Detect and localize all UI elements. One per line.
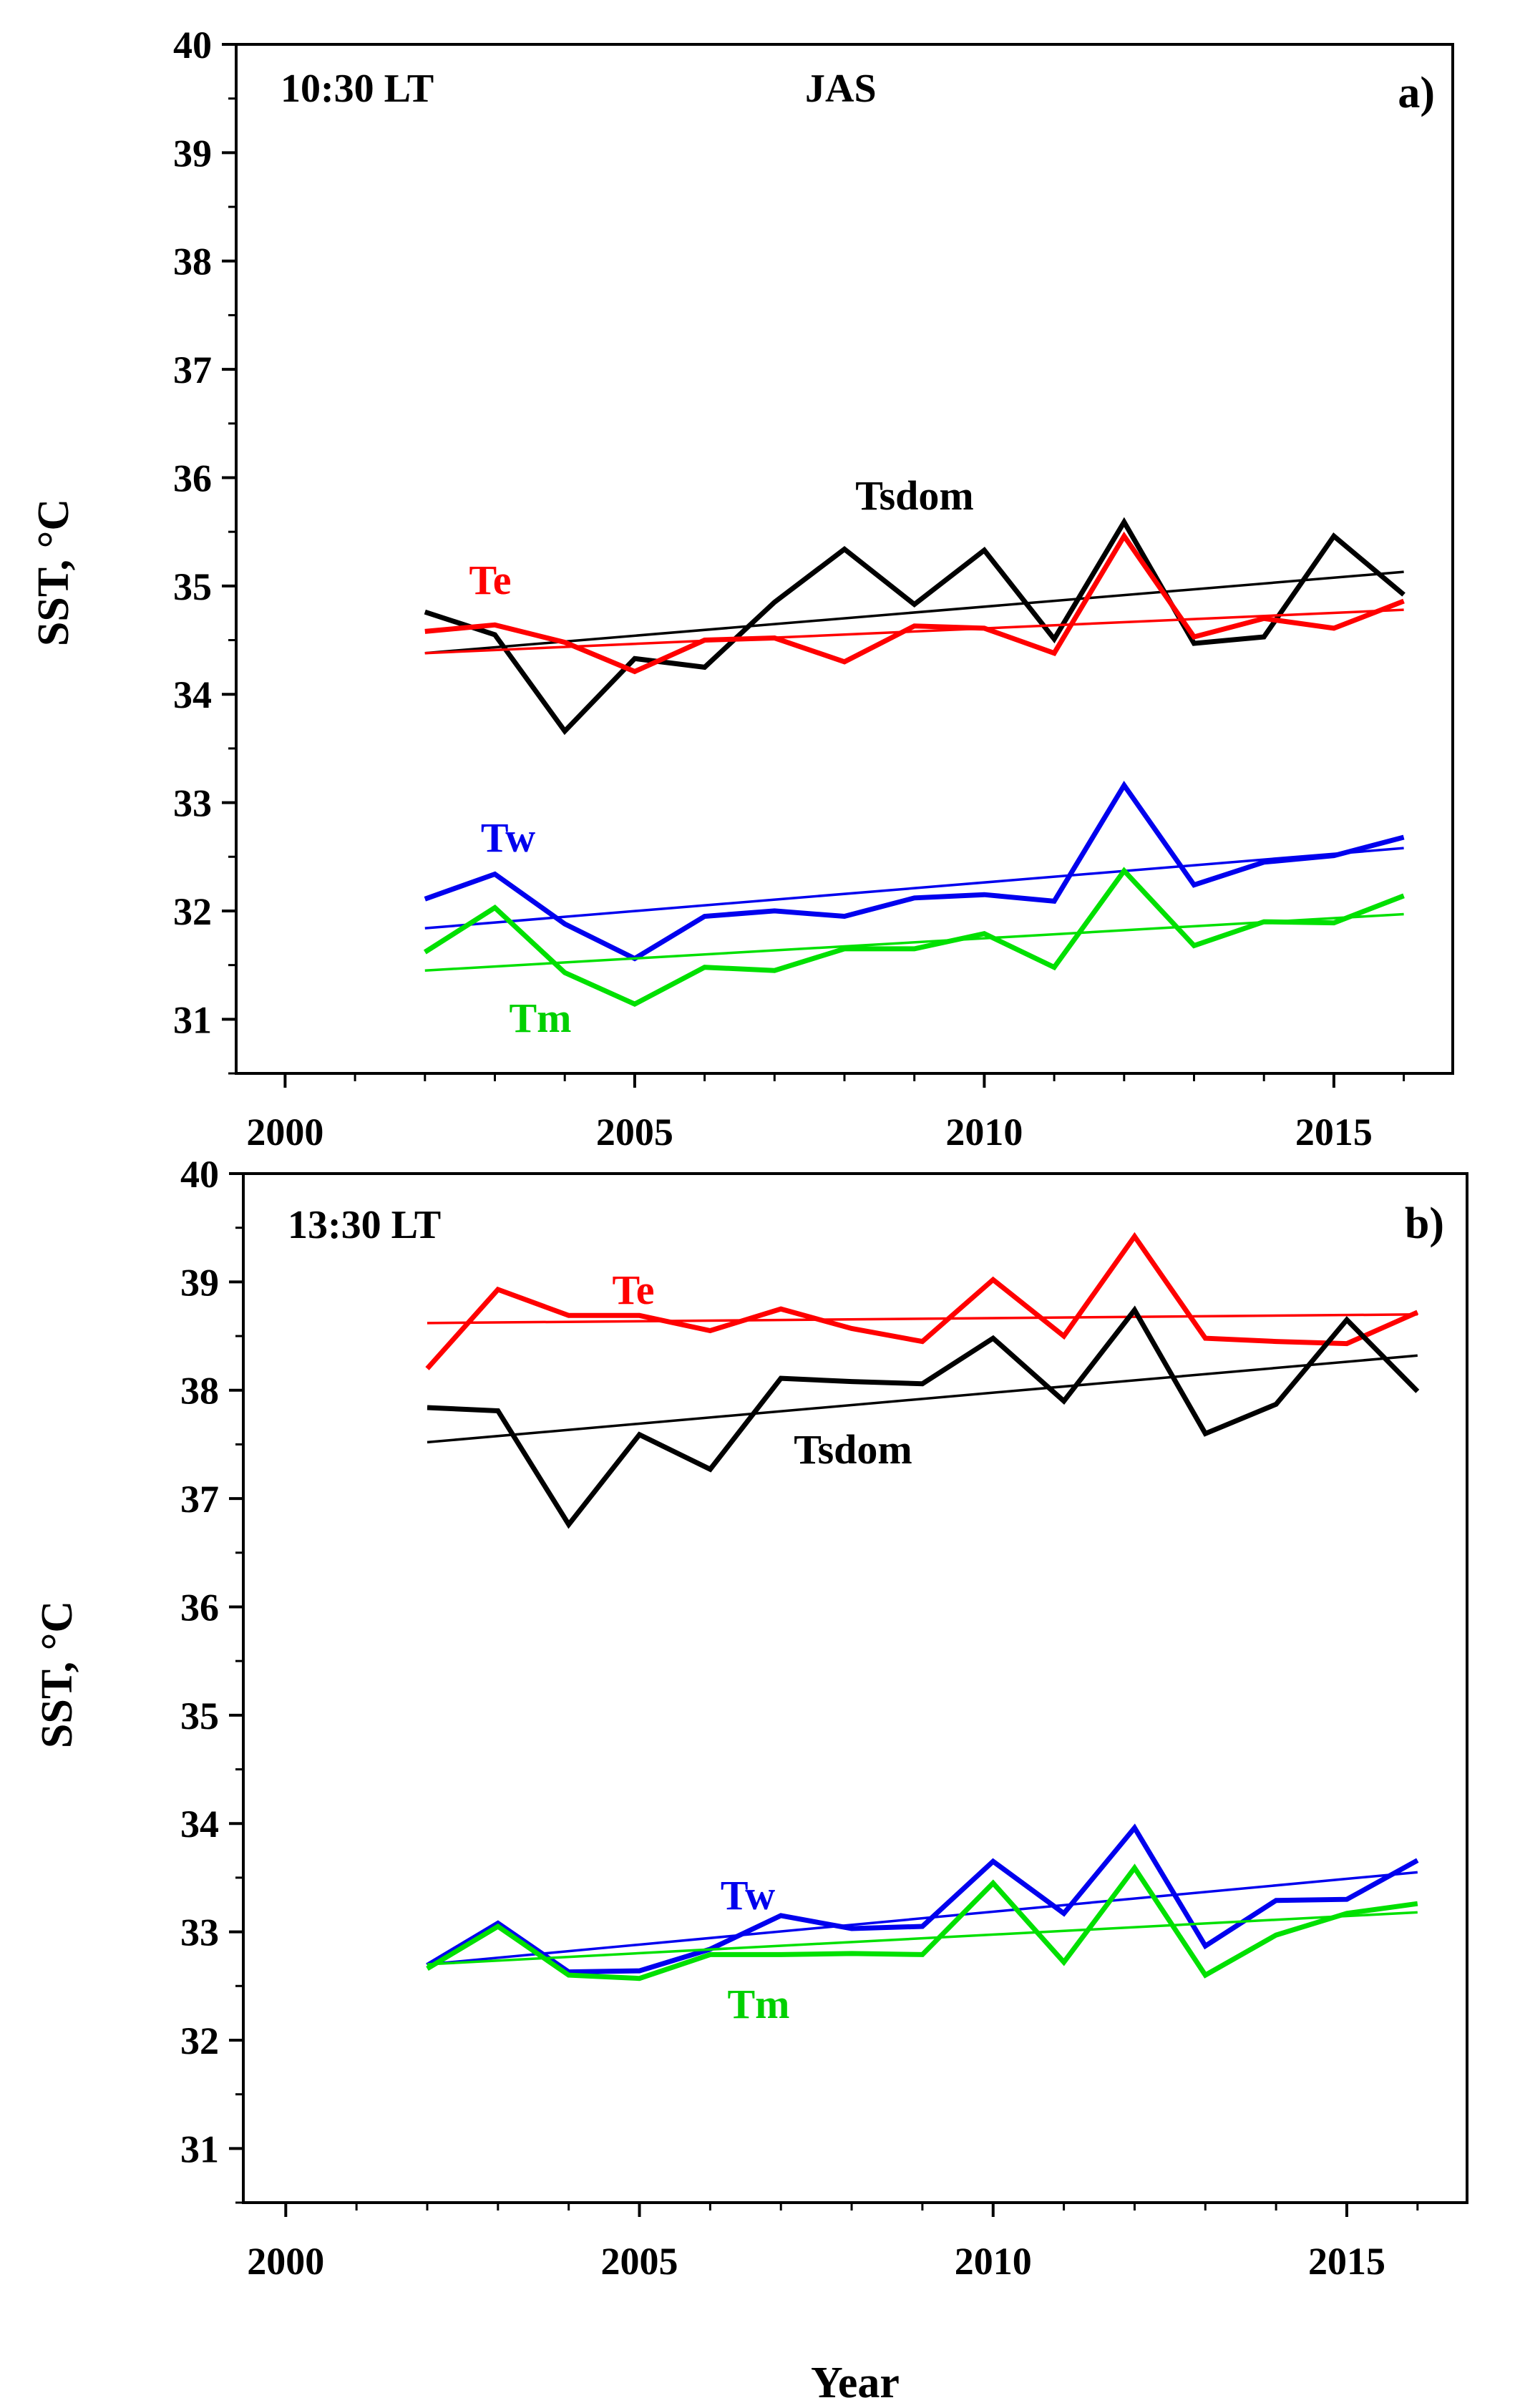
time-label: 13:30 LT: [288, 1203, 441, 1247]
y-tick-label: 32: [173, 890, 212, 933]
x-tick-label: 2000: [246, 1111, 323, 1154]
trend-line-tm: [424, 912, 1404, 972]
y-tick-label: 39: [173, 132, 212, 175]
y-tick-label: 37: [173, 348, 212, 391]
series-tsdom: Tsdom: [424, 472, 1406, 736]
series-line-tw: [424, 780, 1405, 962]
x-tick-label: 2015: [1308, 2240, 1385, 2283]
plot-frame: [235, 43, 1454, 1075]
panel-letter: a): [1398, 69, 1435, 117]
series-label-tsdom: Tsdom: [855, 472, 974, 519]
y-tick-label: 36: [180, 1586, 219, 1629]
series-line-te: [425, 1232, 1419, 1370]
trend-line-te: [424, 608, 1404, 655]
y-tick-label: 32: [180, 2019, 219, 2062]
y-tick-label: 31: [173, 998, 212, 1041]
series-label-tw: Tw: [721, 1872, 775, 1919]
y-tick-label: 38: [173, 240, 212, 283]
series-label-te: Te: [612, 1267, 654, 1313]
y-axis-title: SST, °C: [33, 1601, 82, 1748]
y-tick-label: 34: [173, 673, 212, 716]
y-tick-label: 34: [180, 1803, 219, 1846]
series-label-te: Te: [469, 557, 511, 603]
y-tick-label: 35: [180, 1695, 219, 1737]
series-line-tm: [426, 1863, 1418, 1982]
trend-line-te: [427, 1313, 1418, 1325]
time-label: 10:30 LT: [281, 67, 434, 111]
series-tw: Tw: [426, 1823, 1419, 1975]
trend-line-tw: [424, 847, 1404, 930]
panel-b: 31 32 33 34 35 36 37 38 39 40 2000 2005 2010 2015 SST,…: [33, 1153, 1468, 2407]
x-tick-label: 2010: [945, 1111, 1023, 1154]
trend-line-tm: [427, 1911, 1418, 1966]
panel-letter: b): [1405, 1199, 1444, 1248]
series-line-tm: [423, 867, 1405, 1007]
y-tick-label: 40: [180, 1153, 219, 1196]
series-tm: Tm: [426, 1863, 1418, 2027]
series-te: Te: [425, 1232, 1419, 1370]
plot-frame: [242, 1172, 1468, 2204]
trend-line-tw: [427, 1871, 1418, 1966]
trend-line-tsdom: [424, 570, 1404, 655]
series-label-tsdom: Tsdom: [794, 1426, 912, 1473]
series-te: Te: [424, 531, 1405, 675]
y-tick-label: 35: [173, 565, 212, 608]
series-tw: Tw: [424, 780, 1405, 962]
series-line-tsdom: [427, 1305, 1420, 1529]
x-tick-label: 2015: [1295, 1111, 1373, 1154]
x-tick-label: 2010: [955, 2240, 1032, 2283]
trend-line-tsdom: [427, 1354, 1418, 1444]
y-axis-title: SST, °C: [29, 499, 78, 646]
x-tick-label: 2005: [596, 1111, 673, 1154]
series-label-tm: Tm: [728, 1981, 790, 2027]
series-tm: Tm: [423, 867, 1405, 1041]
y-tick-label: 36: [173, 457, 212, 499]
season-label: JAS: [805, 67, 877, 111]
series-label-tw: Tw: [481, 814, 535, 861]
x-tick-label: 2000: [247, 2240, 324, 2283]
y-tick-label: 33: [173, 782, 212, 825]
x-axis-title: Year: [811, 2359, 900, 2407]
x-tick-label: 2005: [601, 2240, 678, 2283]
y-tick-label: 38: [180, 1370, 219, 1413]
series-line-tw: [426, 1823, 1419, 1975]
y-tick-label: 33: [180, 1911, 219, 1954]
series-label-tm: Tm: [510, 995, 572, 1041]
series-line-te: [424, 531, 1405, 675]
y-tick-label: 31: [180, 2127, 219, 2170]
series-tsdom: Tsdom: [427, 1305, 1420, 1529]
panel-a: 31 32 33 34 35 36 37 38 39 40 2000 2005 2010 2015 SST,…: [29, 24, 1454, 1154]
y-tick-label: 39: [180, 1261, 219, 1304]
y-tick-label: 40: [173, 24, 212, 67]
y-tick-label: 37: [180, 1478, 219, 1521]
series-line-tsdom: [424, 517, 1406, 736]
